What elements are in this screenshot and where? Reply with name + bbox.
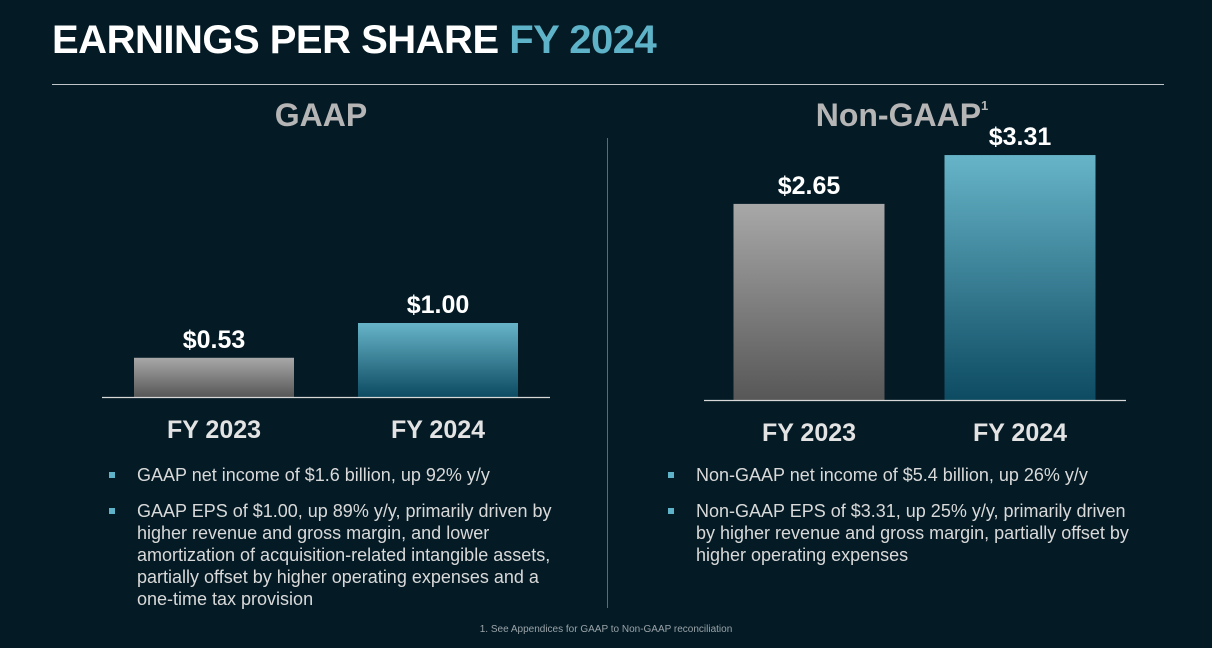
gaap-chart: $0.53 FY 2023 $1.00 FY 2024 — [102, 291, 550, 444]
page-title-accent: FY 2024 — [509, 18, 657, 62]
non-gaap-panel-title: Non-GAAP1 — [816, 97, 989, 134]
non-gaap-bar-1 — [733, 203, 885, 400]
gaap-panel-title: GAAP — [275, 97, 367, 134]
gaap-bullet-1: GAAP net income of $1.6 billion, up 92% … — [107, 464, 557, 486]
non-gaap-category-label-1: FY 2023 — [762, 419, 856, 447]
non-gaap-bullet-1: Non-GAAP net income of $5.4 billion, up … — [666, 464, 1146, 486]
non-gaap-bullet-2: Non-GAAP EPS of $3.31, up 25% y/y, prima… — [666, 500, 1146, 566]
gaap-bar-2 — [358, 323, 518, 397]
bullet-square-icon — [668, 472, 674, 478]
page-title: EARNINGS PER SHARE FY 2024 — [52, 18, 657, 63]
gaap-category-label-2: FY 2024 — [391, 416, 485, 444]
gaap-data-label-2: $1.00 — [407, 291, 470, 319]
gaap-data-label-1: $0.53 — [183, 326, 246, 354]
footnote: 1. See Appendices for GAAP to Non-GAAP r… — [479, 624, 733, 635]
non-gaap-bar-2 — [944, 155, 1096, 400]
gaap-bullet-2-text: GAAP EPS of $1.00, up 89% y/y, primarily… — [137, 501, 552, 609]
non-gaap-chart: $2.65 FY 2023 $3.31 FY 2024 — [704, 123, 1126, 447]
non-gaap-bullet-list: Non-GAAP net income of $5.4 billion, up … — [666, 464, 1146, 580]
gaap-bullet-1-text: GAAP net income of $1.6 billion, up 92% … — [137, 465, 490, 485]
non-gaap-footnote-marker: 1 — [981, 98, 989, 114]
non-gaap-title-text: Non-GAAP — [815, 97, 982, 133]
page-title-main: EARNINGS PER SHARE — [52, 18, 499, 62]
panel-divider — [607, 138, 608, 608]
gaap-title-text: GAAP — [274, 97, 368, 133]
non-gaap-category-label-2: FY 2024 — [973, 419, 1067, 447]
bullet-square-icon — [109, 472, 115, 478]
gaap-category-label-1: FY 2023 — [167, 416, 261, 444]
bullet-square-icon — [668, 508, 674, 514]
non-gaap-data-label-2: $3.31 — [989, 123, 1052, 151]
gaap-bullet-2: GAAP EPS of $1.00, up 89% y/y, primarily… — [107, 500, 557, 610]
non-gaap-bullet-1-text: Non-GAAP net income of $5.4 billion, up … — [696, 465, 1088, 485]
gaap-bar-1 — [134, 357, 294, 397]
title-rule — [52, 84, 1164, 85]
bullet-square-icon — [109, 508, 115, 514]
non-gaap-bullet-2-text: Non-GAAP EPS of $3.31, up 25% y/y, prima… — [696, 501, 1129, 565]
non-gaap-data-label-1: $2.65 — [778, 172, 841, 200]
gaap-bullet-list: GAAP net income of $1.6 billion, up 92% … — [107, 464, 557, 624]
